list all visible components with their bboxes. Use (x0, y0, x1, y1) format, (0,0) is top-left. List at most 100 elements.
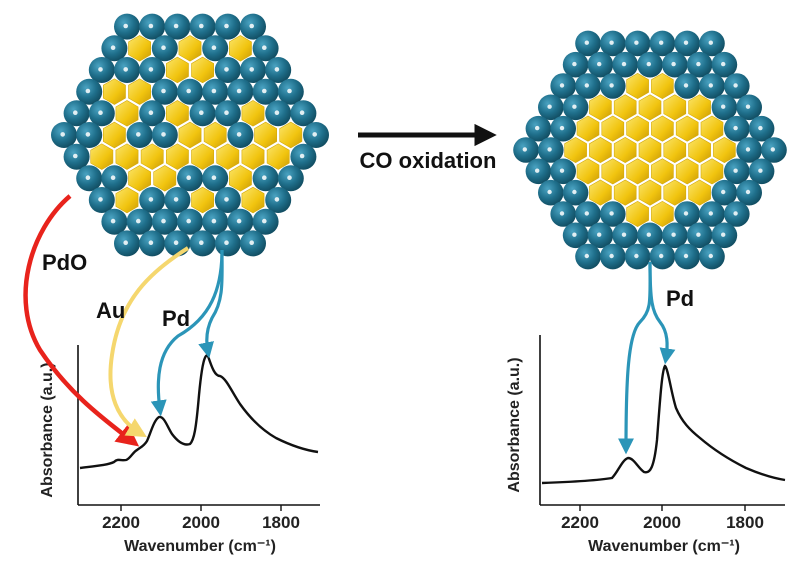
pd-atom-highlight (696, 61, 701, 67)
pd-atom-highlight (572, 232, 577, 237)
left-tick-label: 2000 (182, 513, 220, 532)
au-atom (115, 186, 139, 214)
au-atom (153, 165, 177, 192)
pd-atom-highlight (535, 168, 540, 173)
au-atom (166, 143, 189, 170)
pd-atom-highlight (262, 45, 267, 50)
au-atom (675, 115, 699, 142)
pd-atom-highlight (634, 253, 639, 259)
au-atom (613, 179, 637, 206)
au-atom (191, 186, 214, 214)
pd-atom-highlight (733, 168, 738, 173)
pd-atom-highlight (522, 147, 527, 152)
pd-atom-highlight (148, 240, 154, 245)
au-atom (638, 137, 662, 163)
au-atom (688, 137, 711, 163)
pd-atom-highlight (186, 88, 191, 94)
pdo-assignment-arrow (23, 194, 140, 447)
pd-atom-highlight (161, 218, 166, 224)
alloy-nanoparticle-mixed-surface-icon (51, 13, 329, 257)
au-atom (626, 73, 649, 100)
pd-atom-highlight (559, 125, 565, 131)
au-atom (191, 143, 214, 170)
pd-atom-highlight (73, 153, 78, 159)
pd-atom-highlight (758, 168, 763, 173)
au-atom (688, 94, 711, 121)
au-atom (266, 143, 290, 170)
pd-atom-highlight (721, 104, 726, 109)
au-atom (576, 115, 600, 142)
au-atom (700, 115, 724, 142)
pd-atom-highlight (262, 175, 267, 180)
pd-atom-highlight (721, 232, 726, 237)
pd-atom-highlight (535, 125, 540, 131)
pd-atom-highlight (224, 23, 229, 29)
au-atom (589, 179, 612, 206)
au-atom (90, 143, 114, 170)
pd-atom-highlight (584, 211, 589, 216)
pd-atom-highlight (572, 189, 577, 195)
au-atom (651, 115, 674, 142)
pd-atom-highlight (609, 211, 614, 216)
pd-atom-highlight (659, 253, 664, 259)
left-tick-label: 2200 (102, 513, 140, 532)
pd-atom-highlight (236, 132, 242, 137)
pd-atom-highlight (123, 67, 128, 72)
pd-atom-highlight (173, 23, 179, 29)
pd-atom-highlight (721, 61, 726, 67)
au-atom (103, 121, 126, 149)
pd-atom-highlight (646, 61, 651, 67)
left-tick-label: 1800 (262, 513, 300, 532)
pd-atom-highlight (123, 23, 128, 29)
pd-atom-highlight (708, 211, 713, 216)
left-spectrum-line (79, 354, 319, 470)
au-atom (589, 137, 612, 163)
pd-atom-highlight (547, 147, 552, 152)
pd-atom-highlight (262, 88, 267, 94)
au-atom (651, 200, 674, 227)
pd-atom-highlight (584, 40, 589, 45)
pd-atom-highlight (199, 110, 204, 115)
pd-assignment-arrow (618, 261, 652, 455)
pd-atom-highlight (745, 189, 751, 195)
au-atom (638, 179, 662, 206)
pd-atom-highlight (110, 45, 116, 50)
au-atom (576, 158, 600, 185)
left-spectrum-chart: 2200 2000 1800 Wavenumber (cm⁻¹) Absorba… (39, 345, 320, 555)
pd-atom-highlight (173, 197, 179, 202)
pd-atom-highlight (211, 218, 217, 224)
pd-atom-highlight (236, 88, 242, 94)
pd-atom-highlight (211, 45, 217, 50)
pd-atom-highlight (161, 132, 166, 137)
au-atom (700, 158, 724, 185)
pd-atom-highlight (262, 218, 267, 224)
pd-atom-highlight (584, 253, 589, 259)
au-atom (564, 137, 587, 163)
pd-atom-highlight (85, 88, 91, 94)
process-label: CO oxidation (360, 148, 497, 173)
pd-atom-highlight (683, 253, 689, 259)
au-atom (279, 121, 303, 149)
au-atom (651, 73, 674, 100)
pdo-label: PdO (42, 250, 87, 275)
right-spectrum-chart: 2200 2000 1800 Wavenumber (cm⁻¹) Absorba… (506, 335, 786, 555)
pd-atom-highlight (572, 104, 577, 109)
au-atom (601, 115, 625, 142)
pd-assignment-arrow (198, 249, 224, 359)
pd-atom-highlight (136, 218, 141, 224)
au-atom (203, 121, 227, 149)
pd-atom-highlight (73, 110, 78, 115)
pd-atom-highlight (671, 61, 676, 67)
au-atom (241, 143, 265, 170)
pd-atom-highlight (274, 197, 280, 202)
right-tick-label: 2000 (643, 513, 681, 532)
au-atom (241, 100, 265, 127)
pd-atom-highlight (60, 132, 65, 137)
pd-atom-highlight (547, 189, 552, 195)
au-atom (589, 94, 612, 121)
au-atom (115, 100, 139, 127)
right-spectrum-line (541, 364, 786, 485)
pd-atom-highlight (199, 23, 204, 29)
pd-atom-highlight (224, 67, 229, 72)
